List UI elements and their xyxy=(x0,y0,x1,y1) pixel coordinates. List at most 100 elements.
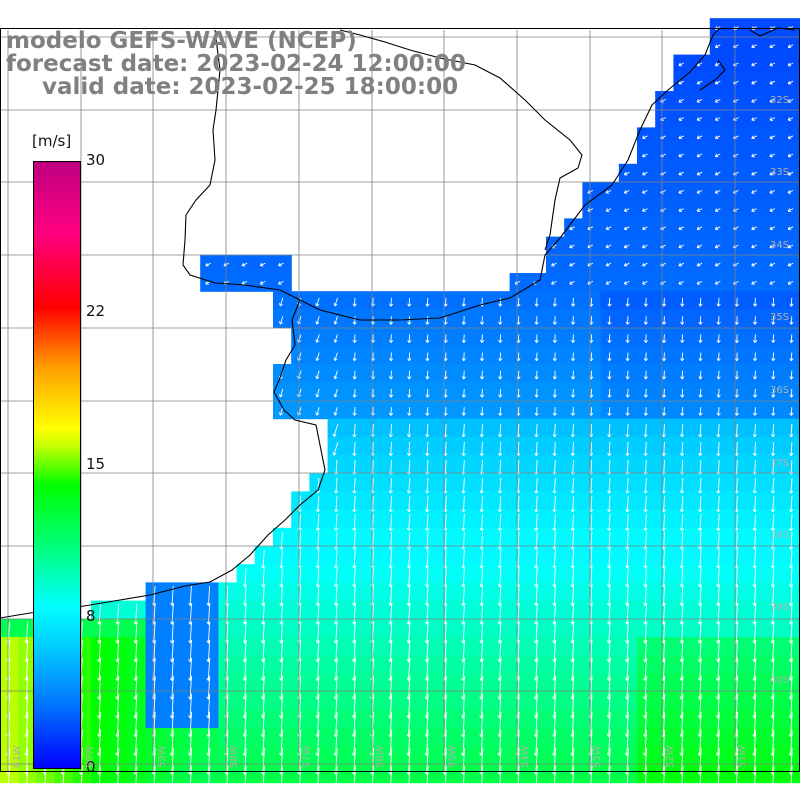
wind-arrow xyxy=(444,531,447,550)
wind-arrow-head xyxy=(714,208,718,212)
wind-arrow-head xyxy=(479,640,482,644)
wind-arrow-head xyxy=(771,339,774,343)
wind-arrow-head xyxy=(170,621,173,625)
wind-arrow xyxy=(642,208,648,212)
wind-arrow-head xyxy=(388,584,391,588)
wind-arrow-head xyxy=(643,303,647,307)
wind-arrow-head xyxy=(388,509,391,513)
wind-arrow xyxy=(535,477,538,494)
wind-arrow xyxy=(408,334,411,343)
wind-arrow xyxy=(244,675,247,700)
wind-arrow-head xyxy=(260,752,264,756)
wind-arrow-head xyxy=(133,659,136,663)
wind-arrow-head xyxy=(334,358,338,361)
wind-arrow xyxy=(678,208,685,212)
wind-arrow xyxy=(681,603,684,625)
wind-arrow xyxy=(390,477,393,494)
wind-arrow xyxy=(717,513,720,531)
wind-arrow-head xyxy=(718,394,721,398)
wind-arrow-head xyxy=(645,358,648,362)
wind-arrow xyxy=(372,423,374,437)
wind-arrow-head xyxy=(736,490,739,494)
wind-arrow-head xyxy=(97,621,100,625)
wind-arrow xyxy=(408,459,411,475)
wind-arrow-head xyxy=(625,602,628,606)
wind-arrow-head xyxy=(714,153,718,157)
wind-arrow xyxy=(787,153,794,157)
wind-arrow-head xyxy=(535,528,539,531)
wind-arrow-head xyxy=(498,358,501,362)
wind-arrow-head xyxy=(481,376,485,380)
wind-arrow xyxy=(660,189,666,194)
wind-arrow xyxy=(262,693,265,719)
wind-arrow-head xyxy=(643,339,647,343)
wind-arrow-head xyxy=(517,584,521,588)
wind-arrow-head xyxy=(261,640,264,644)
wind-arrow-head xyxy=(425,321,428,325)
wind-arrow-head xyxy=(260,734,264,738)
wind-arrow-head xyxy=(133,752,136,756)
wind-arrow-head xyxy=(188,752,191,756)
wind-arrow-head xyxy=(643,677,646,681)
wind-arrow-head xyxy=(461,715,464,719)
wind-arrow-head xyxy=(607,321,610,325)
wind-arrow-head xyxy=(354,358,357,362)
wind-arrow xyxy=(299,531,302,550)
wind-arrow-head xyxy=(461,696,464,700)
wind-arrow xyxy=(279,316,284,325)
wind-arrow-head xyxy=(697,677,701,681)
wind-arrow-head xyxy=(714,244,718,248)
wind-arrow xyxy=(660,171,666,176)
wind-arrow-head xyxy=(552,565,555,569)
wind-arrow xyxy=(608,585,611,606)
wind-arrow-head xyxy=(536,303,539,307)
wind-arrow xyxy=(226,621,229,644)
wind-arrow-head xyxy=(390,340,394,343)
wind-arrow xyxy=(608,495,611,512)
wind-arrow-head xyxy=(769,44,772,48)
wind-arrow xyxy=(645,297,647,307)
wind-arrow xyxy=(353,513,356,531)
wind-arrow-head xyxy=(554,509,557,513)
wind-arrow-head xyxy=(354,376,357,380)
wind-arrow xyxy=(244,585,247,606)
wind-arrow-head xyxy=(787,44,790,48)
wind-arrow xyxy=(390,513,393,531)
wind-arrow-head xyxy=(607,434,610,438)
wind-arrow-head xyxy=(333,339,336,343)
wind-arrow-head xyxy=(790,453,794,456)
wind-arrow-head xyxy=(115,734,118,738)
wind-arrow xyxy=(754,477,757,494)
wind-arrow-head xyxy=(570,640,573,644)
wind-arrow-head xyxy=(315,565,319,569)
wind-arrow-head xyxy=(754,434,757,438)
wind-arrow-head xyxy=(661,452,665,456)
wind-arrow xyxy=(426,423,429,437)
wind-arrow-head xyxy=(789,452,792,456)
wind-arrow xyxy=(426,352,429,361)
wind-arrow xyxy=(462,585,465,606)
wind-arrow-head xyxy=(169,790,173,794)
wind-arrow-head xyxy=(645,528,648,531)
wind-arrow xyxy=(718,407,720,416)
wind-arrow-head xyxy=(663,546,666,550)
wind-arrow-head xyxy=(681,303,685,307)
wind-arrow xyxy=(608,441,611,456)
wind-arrow xyxy=(608,567,611,587)
wind-arrow xyxy=(535,657,538,681)
wind-arrow-head xyxy=(716,376,719,380)
wind-arrow-head xyxy=(315,527,319,531)
wind-arrow xyxy=(718,297,720,307)
wind-arrow xyxy=(389,657,393,681)
wind-arrow xyxy=(572,585,575,606)
wind-arrow xyxy=(751,208,757,212)
wind-arrow-head xyxy=(408,412,412,416)
wind-arrow-head xyxy=(625,509,628,513)
wind-arrow-head xyxy=(335,565,339,569)
wind-arrow xyxy=(681,531,684,550)
wind-arrow xyxy=(699,693,702,719)
wind-arrow xyxy=(535,495,538,512)
wind-arrow-head xyxy=(679,734,682,738)
wind-arrow-head xyxy=(352,321,355,325)
wind-arrow-head xyxy=(554,340,557,343)
